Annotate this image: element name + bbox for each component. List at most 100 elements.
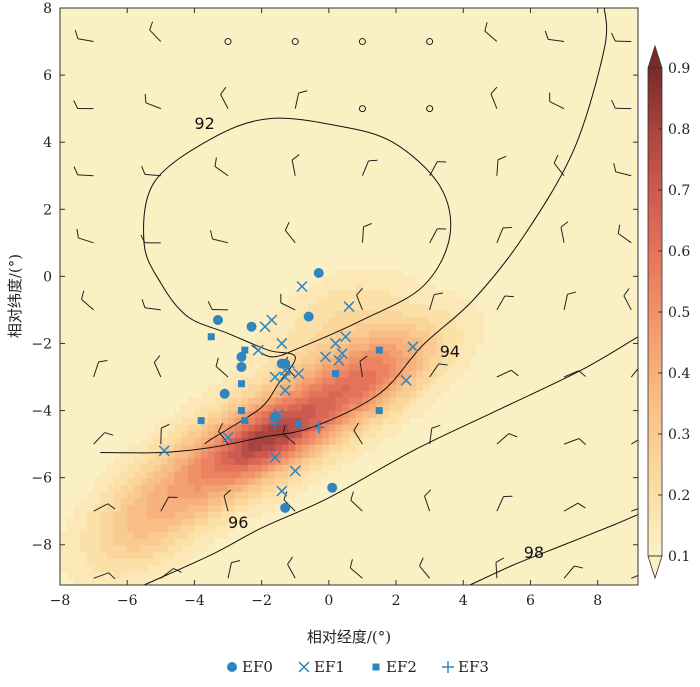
- legend-marker-ef3: [442, 661, 454, 673]
- density-cell: [469, 330, 478, 338]
- wind-barb-flag: [74, 29, 79, 39]
- density-cell: [443, 350, 451, 358]
- density-cell: [167, 410, 175, 418]
- density-cell: [207, 430, 216, 438]
- density-cell: [416, 403, 424, 412]
- probability-density-layer: [60, 262, 491, 585]
- wind-barb-flag: [613, 163, 617, 173]
- density-cell: [369, 343, 377, 351]
- wind-barb-flag: [153, 355, 161, 363]
- density-cell: [187, 538, 196, 546]
- density-cell: [147, 444, 155, 452]
- colorbar-segment: [648, 263, 662, 270]
- density-cell: [201, 491, 209, 499]
- point-ef1: [340, 331, 352, 343]
- density-cell: [335, 423, 343, 432]
- colorbar-max-arrow: [647, 44, 663, 69]
- density-cell: [100, 504, 108, 512]
- wind-barb-flag: [504, 295, 514, 298]
- x-axis-label: 相对经度/(°): [307, 628, 391, 646]
- density-cell: [140, 484, 148, 492]
- density-cell: [389, 323, 397, 331]
- density-cell: [154, 517, 162, 526]
- density-cell: [342, 363, 350, 371]
- density-cell: [180, 423, 189, 432]
- x-stroke: [272, 408, 284, 420]
- colorbar-segment: [648, 141, 662, 148]
- density-cell: [308, 417, 316, 425]
- density-cell: [234, 491, 243, 499]
- density-cell: [160, 437, 169, 445]
- density-cell: [127, 551, 135, 559]
- x-stroke: [276, 485, 288, 497]
- x-stroke: [269, 451, 281, 464]
- density-cell: [107, 504, 115, 512]
- wind-barb-flag: [574, 565, 584, 569]
- density-cell: [315, 323, 323, 331]
- density-cell: [201, 517, 209, 526]
- height-contour-line: [469, 514, 638, 585]
- density-cell: [194, 517, 202, 526]
- wind-barb: [93, 572, 116, 580]
- density-cell: [463, 350, 471, 358]
- density-cell: [322, 330, 330, 338]
- density-cell: [369, 423, 377, 432]
- density-cell: [449, 330, 458, 338]
- density-cell: [133, 524, 142, 532]
- colorbar-segment: [648, 196, 662, 203]
- wind-barb-staff: [361, 226, 365, 243]
- density-cell: [113, 484, 122, 492]
- wind-barb-staff: [145, 102, 161, 110]
- colorbar-tick-label: 0.9: [668, 61, 690, 77]
- density-cell: [167, 437, 175, 445]
- density-cell: [301, 377, 310, 385]
- density-cell: [140, 430, 148, 438]
- density-cell: [443, 343, 451, 351]
- density-cell: [369, 289, 377, 298]
- density-cell: [207, 504, 216, 512]
- density-cell: [147, 457, 155, 465]
- density-cell: [409, 410, 417, 418]
- point-ef0: [246, 321, 257, 332]
- density-cell: [349, 410, 357, 418]
- wind-barb: [563, 291, 577, 311]
- density-cell: [268, 397, 276, 405]
- density-cell: [288, 289, 296, 298]
- density-cell: [281, 464, 290, 472]
- density-cell: [93, 544, 101, 553]
- density-cell: [402, 323, 411, 331]
- density-cell: [254, 450, 263, 459]
- density-cell: [174, 423, 182, 432]
- legend: EF0 EF1 EF2 EF3: [227, 658, 489, 676]
- density-cell: [369, 397, 377, 405]
- density-cell: [194, 484, 202, 492]
- density-cell: [483, 336, 491, 345]
- density-cell: [127, 470, 135, 479]
- density-cell: [66, 511, 75, 519]
- density-cell: [281, 403, 290, 412]
- wind-barb-staff: [359, 361, 363, 378]
- density-cell: [214, 538, 222, 546]
- density-cell: [241, 423, 249, 432]
- density-cell: [228, 477, 236, 485]
- density-cell: [194, 504, 202, 512]
- wind-barb: [623, 288, 632, 311]
- wind-barb-flag: [553, 154, 559, 164]
- density-cell: [201, 524, 209, 532]
- density-cell: [241, 450, 249, 459]
- density-cell: [443, 330, 451, 338]
- density-cell: [335, 464, 343, 472]
- density-cell: [288, 403, 296, 412]
- density-cell: [389, 410, 397, 418]
- wind-barb: [220, 86, 229, 109]
- density-cell: [328, 289, 337, 298]
- density-cell: [154, 450, 162, 459]
- density-cell: [369, 383, 377, 392]
- density-cell: [322, 350, 330, 358]
- density-cell: [187, 544, 196, 553]
- wind-barb-staff: [631, 571, 638, 579]
- density-cell: [456, 316, 464, 324]
- density-cell: [416, 350, 424, 358]
- density-cell: [476, 330, 485, 338]
- density-cell: [328, 450, 337, 459]
